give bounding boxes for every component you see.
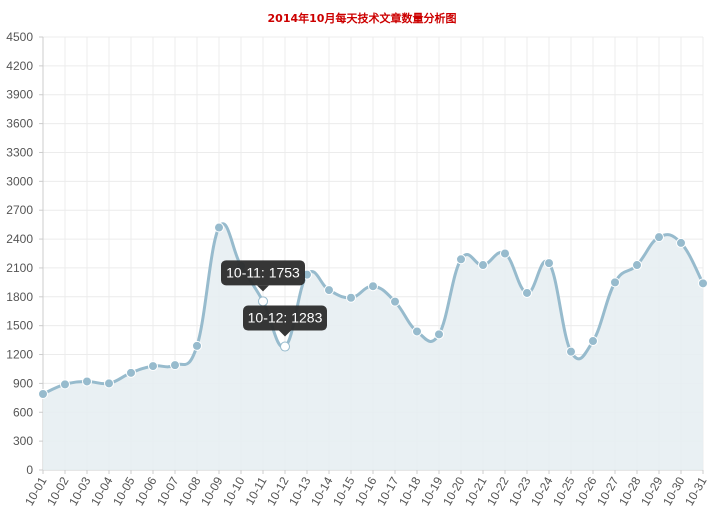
data-point-10-30[interactable] [676, 237, 686, 248]
y-tick-label: 3300 [6, 145, 33, 159]
y-tick-label: 600 [13, 405, 33, 419]
tooltip-caret [279, 330, 291, 337]
y-tick-label: 2700 [6, 203, 33, 217]
data-point-10-06[interactable] [148, 361, 158, 372]
tooltip-10-11: 10-11: 1753 [221, 260, 305, 292]
y-tick-label: 900 [13, 376, 33, 390]
y-tick-label: 2400 [6, 232, 33, 246]
tooltip-10-12: 10-12: 1283 [243, 305, 327, 337]
data-point-10-21[interactable] [478, 260, 488, 271]
data-point-10-04[interactable] [104, 378, 114, 389]
data-point-10-20[interactable] [456, 254, 466, 265]
tooltips: 10-11: 1753 10-12: 1283 [221, 260, 327, 337]
data-point-10-11[interactable] [258, 296, 268, 307]
y-tick-label: 3600 [6, 117, 33, 131]
y-tick-label: 1800 [6, 290, 33, 304]
data-point-10-22[interactable] [500, 248, 510, 259]
data-point-10-16[interactable] [368, 281, 378, 292]
x-axis-tick-labels: 10-0110-0210-0310-0410-0510-0610-0710-08… [22, 474, 710, 508]
y-tick-label: 300 [13, 434, 33, 448]
y-tick-label: 3000 [6, 174, 33, 188]
tooltip-box [243, 305, 327, 331]
data-point-10-29[interactable] [654, 232, 664, 243]
y-axis-tick-labels: 0 300 600 900 1200 1500 1800 2100 2400 2700 3000 33… [6, 30, 33, 477]
data-point-10-14[interactable] [324, 285, 334, 296]
tooltip-text: 10-12: 1283 [248, 310, 323, 326]
tooltip-caret [257, 285, 269, 292]
chart-title: 2014年10月每天技术文章数量分析图 [268, 11, 457, 25]
y-tick-label: 0 [26, 463, 33, 477]
data-point-10-15[interactable] [346, 292, 356, 303]
y-tick-label: 2100 [6, 261, 33, 275]
data-point-10-28[interactable] [632, 260, 642, 271]
data-point-10-09[interactable] [214, 222, 224, 233]
data-point-10-05[interactable] [126, 367, 136, 378]
y-tick-label: 4200 [6, 59, 33, 73]
data-point-10-24[interactable] [544, 258, 554, 269]
x-tick-label: 10-31 [682, 474, 710, 508]
data-point-10-25[interactable] [566, 346, 576, 357]
data-point-10-07[interactable] [170, 360, 180, 371]
data-point-10-18[interactable] [412, 326, 422, 337]
tooltip-box [221, 260, 305, 286]
data-point-10-19[interactable] [434, 329, 444, 340]
data-points [38, 222, 708, 399]
data-point-10-27[interactable] [610, 277, 620, 288]
data-point-10-23[interactable] [522, 287, 532, 298]
data-point-10-17[interactable] [390, 296, 400, 307]
y-tick-label: 3900 [6, 88, 33, 102]
data-point-10-02[interactable] [60, 379, 70, 390]
data-point-10-31[interactable] [698, 278, 708, 289]
tooltip-text: 10-11: 1753 [226, 264, 300, 280]
data-point-10-01[interactable] [38, 388, 48, 399]
data-point-10-03[interactable] [82, 376, 92, 387]
data-point-10-08[interactable] [192, 340, 202, 351]
y-tick-label: 1500 [6, 319, 33, 333]
x-tick-label: 10-10 [220, 474, 248, 508]
data-point-10-26[interactable] [588, 336, 598, 347]
y-tick-label: 4500 [6, 30, 33, 44]
data-point-10-12[interactable] [280, 341, 290, 352]
y-tick-label: 1200 [6, 348, 33, 362]
